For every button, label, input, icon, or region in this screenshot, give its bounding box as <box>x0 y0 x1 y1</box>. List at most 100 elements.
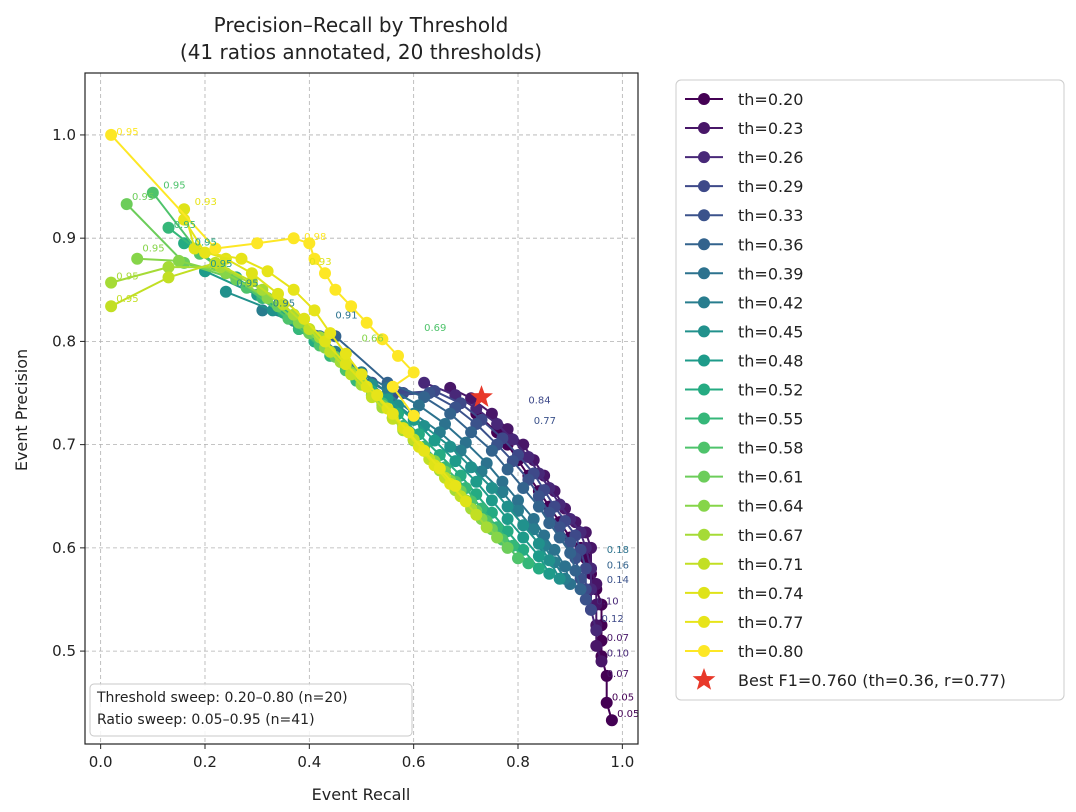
data-point <box>553 521 566 534</box>
y-tick-label: 0.9 <box>52 229 76 247</box>
legend-entry-th-0.33: th=0.33 <box>685 206 803 225</box>
ratio-point-label: 0.95 <box>163 181 185 192</box>
ratio-point-label: 0.91 <box>335 311 357 322</box>
data-point <box>308 252 321 265</box>
data-point <box>532 562 545 575</box>
legend-marker-swatch <box>698 180 710 193</box>
data-point <box>501 463 514 476</box>
grid <box>85 73 638 744</box>
data-point <box>449 479 462 492</box>
data-point <box>287 232 300 245</box>
data-point <box>532 500 545 513</box>
legend-label: th=0.55 <box>738 410 803 429</box>
data-point <box>527 523 540 536</box>
data-point <box>199 246 211 259</box>
data-point <box>585 603 597 616</box>
legend-entry-th-0.64: th=0.64 <box>685 497 803 516</box>
legend-marker-swatch <box>698 615 710 628</box>
ratio-point-label: 0.66 <box>362 333 384 344</box>
data-point <box>548 543 561 556</box>
data-point <box>433 462 446 475</box>
data-point <box>172 254 185 267</box>
legend-best-label: Best F1=0.760 (th=0.36, r=0.77) <box>738 671 1006 690</box>
data-point <box>298 312 311 325</box>
legend-marker-swatch <box>698 238 710 251</box>
series-th-0.33 <box>365 376 592 606</box>
legend-marker-swatch <box>698 586 710 599</box>
legend-label: th=0.48 <box>738 351 803 370</box>
legend-entry-th-0.36: th=0.36 <box>685 235 803 254</box>
legend-marker-swatch <box>698 470 710 483</box>
data-point <box>522 451 535 463</box>
data-point <box>600 696 613 709</box>
x-tick-label: 0.4 <box>297 753 321 771</box>
legend-marker-swatch <box>698 267 710 280</box>
legend-entry-th-0.74: th=0.74 <box>685 584 803 603</box>
ratio-point-label: 0.95 <box>236 279 258 290</box>
legend-marker-swatch <box>698 383 710 396</box>
data-point <box>512 504 524 517</box>
best-f1-star <box>470 385 493 407</box>
data-point <box>553 572 566 585</box>
data-point <box>444 440 457 453</box>
legend-marker-swatch <box>698 151 710 164</box>
data-point <box>345 368 358 381</box>
data-point <box>485 494 498 507</box>
chart-title-line-2: (41 ratios annotated, 20 thresholds) <box>180 40 542 64</box>
data-point <box>371 389 384 402</box>
series-lines <box>105 128 618 727</box>
series-th-0.67 <box>105 261 493 534</box>
data-point <box>209 256 222 269</box>
legend-frame <box>675 79 1065 701</box>
legend-marker-swatch <box>698 557 710 570</box>
data-point <box>532 550 545 563</box>
legend-entry-th-0.77: th=0.77 <box>685 613 803 632</box>
axis-ticks: 0.0 0.2 0.4 0.6 0.8 1.0 0.5 0.6 0.7 0.8 0.9 1.0 <box>52 126 634 771</box>
ratio-point-label: 0.95 <box>132 192 154 203</box>
legend-label: th=0.36 <box>738 235 803 254</box>
data-point <box>595 655 608 668</box>
y-tick-label: 0.6 <box>52 539 76 557</box>
ratio-point-label: 0.77 <box>534 416 556 427</box>
y-tick-label: 0.7 <box>52 436 76 454</box>
legend-marker-swatch <box>698 412 710 425</box>
data-point <box>532 537 545 550</box>
data-point <box>287 283 300 296</box>
legend-entry-th-0.55: th=0.55 <box>685 410 803 429</box>
data-point <box>428 434 441 447</box>
data-point <box>496 486 509 499</box>
data-point <box>501 541 514 554</box>
best-f1-marker <box>470 385 493 407</box>
ratio-point-label: 0.69 <box>424 323 446 334</box>
data-point <box>444 407 457 420</box>
data-point <box>470 508 483 521</box>
data-point <box>590 639 603 652</box>
data-point <box>392 349 404 362</box>
legend-entry-th-0.39: th=0.39 <box>685 264 803 283</box>
data-point <box>564 547 577 559</box>
legend-marker-swatch <box>698 354 710 367</box>
series-th-0.39 <box>287 309 577 590</box>
ratio-sweep-text: Ratio sweep: 0.05–0.95 (n=41) <box>97 712 315 728</box>
data-point <box>386 407 399 420</box>
legend-marker-swatch <box>698 644 710 657</box>
data-point <box>496 475 509 488</box>
ratio-point-label: 0.95 <box>210 259 232 270</box>
y-tick-label: 0.5 <box>52 642 76 660</box>
ratio-point-label: 0.12 <box>602 614 624 625</box>
data-point <box>251 237 264 250</box>
data-point <box>376 333 389 346</box>
data-point <box>605 714 618 727</box>
data-point <box>402 426 415 439</box>
data-point <box>543 567 556 580</box>
data-point <box>543 517 556 530</box>
ratio-point-label: 0.10 <box>607 648 629 659</box>
ratio-point-label: 0.95 <box>174 220 196 231</box>
series-line <box>137 257 498 539</box>
series-line <box>110 134 415 417</box>
legend-marker-swatch <box>698 441 710 454</box>
data-point <box>105 300 118 313</box>
ratio-point-label: 0.05 <box>612 693 634 704</box>
ratio-point-label: 0.05 <box>617 709 639 720</box>
